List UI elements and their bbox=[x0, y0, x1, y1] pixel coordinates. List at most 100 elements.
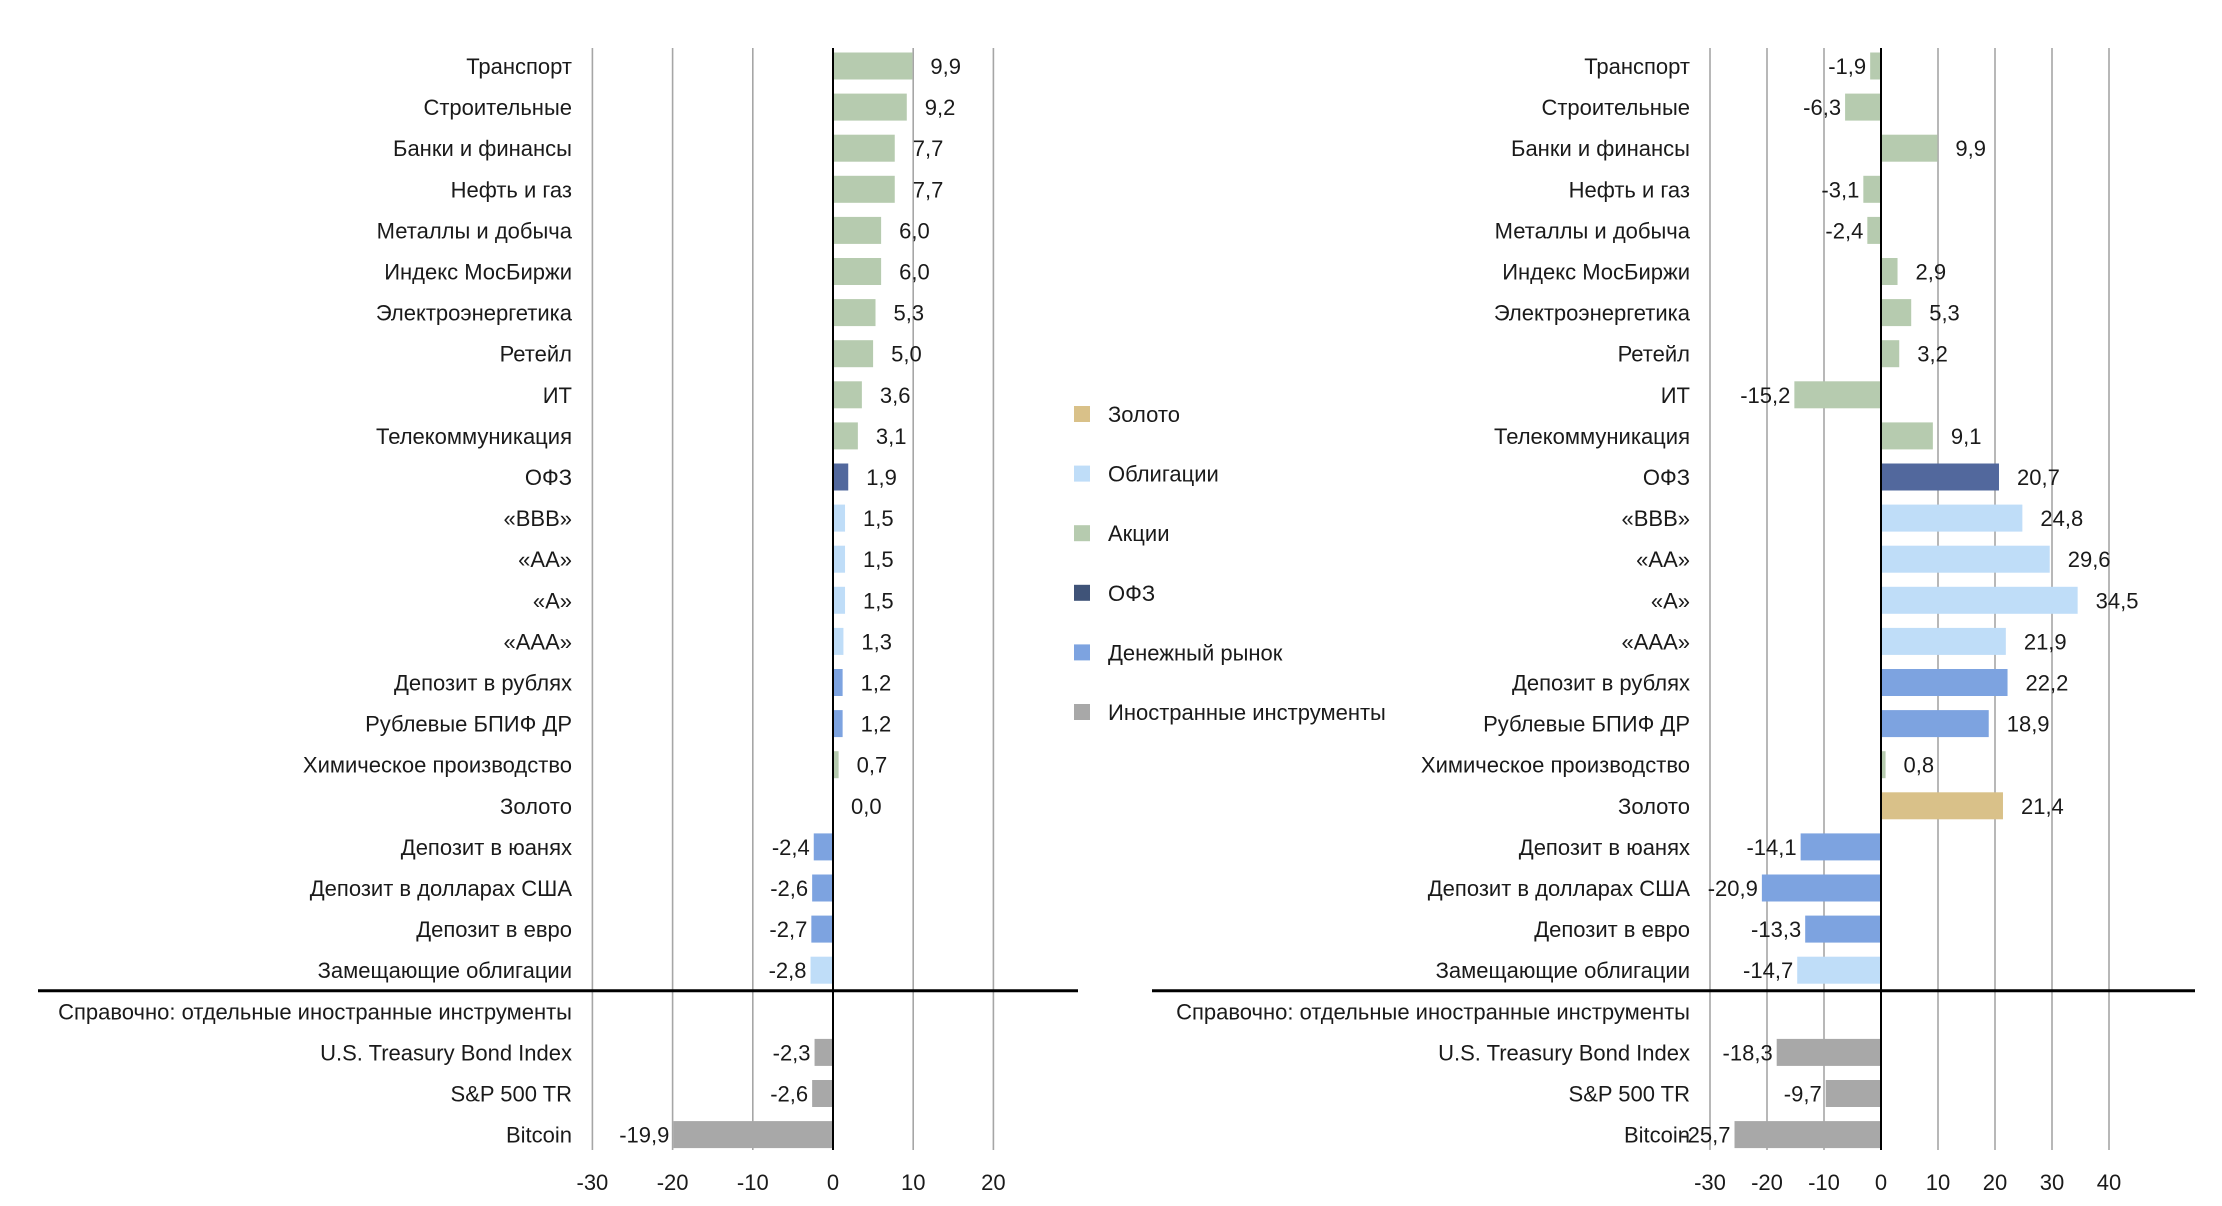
value-label: -3,1 bbox=[1821, 177, 1859, 202]
bar bbox=[1734, 1121, 1881, 1149]
category-label: Металлы и добыча bbox=[377, 218, 573, 243]
category-label: Ретейл bbox=[1618, 342, 1690, 367]
category-label: Телекоммуникация bbox=[1494, 424, 1690, 449]
value-label: 9,9 bbox=[1955, 136, 1986, 161]
legend-swatch bbox=[1074, 584, 1090, 601]
category-label: Золото bbox=[500, 794, 572, 819]
bar bbox=[833, 669, 843, 696]
x-tick-label: 0 bbox=[1875, 1170, 1887, 1195]
value-label: 6,0 bbox=[899, 218, 930, 243]
value-label: 1,5 bbox=[863, 506, 894, 531]
legend-label: Облигации bbox=[1108, 462, 1219, 487]
legend-label: Денежный рынок bbox=[1108, 640, 1283, 665]
bar bbox=[833, 340, 874, 368]
x-tick-label: 20 bbox=[1983, 1170, 2007, 1195]
bar bbox=[1845, 93, 1881, 121]
bar bbox=[833, 545, 846, 573]
category-label: Строительные bbox=[423, 95, 572, 120]
bar bbox=[833, 134, 895, 162]
x-tick-label: 30 bbox=[2040, 1170, 2064, 1195]
category-label: Металлы и добыча bbox=[1495, 218, 1691, 243]
bar bbox=[814, 1038, 833, 1066]
value-label: 3,1 bbox=[876, 424, 907, 449]
category-label: U.S. Treasury Bond Index bbox=[320, 1040, 572, 1065]
bar bbox=[1797, 956, 1881, 984]
bar bbox=[833, 216, 882, 244]
value-label: -2,6 bbox=[770, 876, 808, 901]
category-label: Bitcoin bbox=[1624, 1123, 1690, 1148]
value-label: 9,9 bbox=[930, 54, 961, 79]
category-label: Нефть и газ bbox=[1569, 177, 1690, 202]
value-label: -2,8 bbox=[769, 958, 807, 983]
value-label: -15,2 bbox=[1740, 383, 1790, 408]
bar bbox=[1881, 792, 2003, 820]
value-label: -6,3 bbox=[1803, 95, 1841, 120]
x-tick-label: -30 bbox=[577, 1170, 609, 1195]
bar bbox=[1881, 627, 2006, 655]
bar bbox=[1761, 874, 1881, 902]
bar bbox=[833, 710, 843, 738]
value-label: 5,0 bbox=[891, 342, 922, 367]
value-label: -14,7 bbox=[1743, 958, 1793, 983]
x-tick-label: -20 bbox=[1751, 1170, 1783, 1195]
bar bbox=[1881, 586, 2078, 614]
category-label: Депозит в рублях bbox=[1512, 671, 1690, 696]
value-label: -19,9 bbox=[619, 1123, 669, 1148]
left-bar-chart: -30 -20 -10 0 10 20 Транспорт 9,9 Строительные 9,… bbox=[38, 48, 1078, 1195]
bar bbox=[833, 93, 907, 121]
category-label: Депозит в рублях bbox=[394, 671, 572, 696]
value-label: -2,3 bbox=[773, 1040, 811, 1065]
category-label: Транспорт bbox=[466, 54, 572, 79]
legend-label: ОФЗ bbox=[1108, 581, 1155, 606]
category-label: «А» bbox=[533, 588, 572, 613]
value-label: 1,2 bbox=[861, 671, 892, 696]
bar bbox=[810, 956, 833, 984]
legend-label: Акции bbox=[1108, 521, 1169, 546]
category-label: Электроэнергетика bbox=[1494, 301, 1691, 326]
category-label: Ретейл bbox=[500, 342, 572, 367]
value-label: 1,3 bbox=[861, 629, 892, 654]
bar bbox=[673, 1121, 833, 1149]
bar bbox=[811, 915, 833, 943]
category-label: Замещающие облигации bbox=[318, 958, 572, 983]
category-label: «АА» bbox=[518, 547, 572, 572]
category-label: Рублевые БПИФ ДР bbox=[1483, 712, 1690, 737]
bar bbox=[1881, 463, 1999, 491]
category-label: ОФЗ bbox=[1643, 465, 1690, 490]
legend-swatch bbox=[1074, 644, 1090, 661]
bar bbox=[1881, 340, 1900, 368]
value-label: 9,1 bbox=[1951, 424, 1982, 449]
value-label: 34,5 bbox=[2096, 588, 2139, 613]
category-label: «ВВВ» bbox=[1622, 506, 1691, 531]
category-label: Банки и финансы bbox=[393, 136, 572, 161]
value-label: 3,6 bbox=[880, 383, 911, 408]
value-label: 3,2 bbox=[1917, 342, 1948, 367]
x-tick-label: 40 bbox=[2097, 1170, 2121, 1195]
bar bbox=[1881, 751, 1886, 779]
value-label: -13,3 bbox=[1751, 917, 1801, 942]
bar bbox=[1776, 1038, 1881, 1066]
category-label: Химическое производство bbox=[1421, 753, 1690, 778]
reference-label: Справочно: отдельные иностранные инструм… bbox=[1176, 999, 1690, 1024]
value-label: 22,2 bbox=[2026, 671, 2069, 696]
legend-swatch bbox=[1074, 465, 1090, 482]
category-label: «АА» bbox=[1636, 547, 1690, 572]
category-label: Депозит в евро bbox=[1534, 917, 1690, 942]
category-label: Транспорт bbox=[1584, 54, 1690, 79]
x-tick-label: -10 bbox=[737, 1170, 769, 1195]
legend-swatch bbox=[1074, 704, 1090, 720]
bar bbox=[1867, 216, 1881, 244]
bar bbox=[833, 381, 862, 409]
x-tick-label: -20 bbox=[657, 1170, 689, 1195]
category-label: Рублевые БПИФ ДР bbox=[365, 712, 572, 737]
value-label: -20,9 bbox=[1708, 876, 1758, 901]
category-label: Депозит в долларах США bbox=[1428, 876, 1691, 901]
x-tick-label: -30 bbox=[1694, 1170, 1726, 1195]
x-tick-label: 10 bbox=[901, 1170, 925, 1195]
category-label: ИТ bbox=[543, 383, 572, 408]
category-label: Химическое производство bbox=[303, 753, 572, 778]
category-label: Депозит в юанях bbox=[401, 835, 572, 860]
bar bbox=[1881, 669, 2008, 696]
value-label: -9,7 bbox=[1784, 1082, 1822, 1107]
bar bbox=[1881, 422, 1933, 450]
